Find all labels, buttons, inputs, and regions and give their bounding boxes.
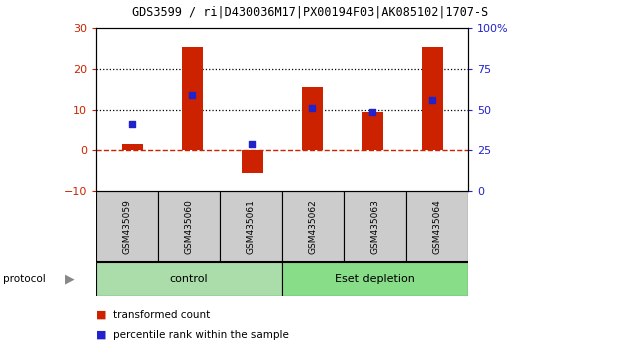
Text: GSM435059: GSM435059 bbox=[123, 199, 131, 254]
Bar bbox=[158, 191, 220, 262]
Bar bbox=[282, 262, 468, 296]
Text: GSM435060: GSM435060 bbox=[185, 199, 193, 254]
Bar bbox=[96, 262, 282, 296]
Bar bbox=[422, 47, 443, 150]
Point bbox=[307, 105, 317, 110]
Bar bbox=[96, 191, 158, 262]
Text: GSM435061: GSM435061 bbox=[247, 199, 255, 254]
Text: GSM435064: GSM435064 bbox=[433, 199, 441, 254]
Text: protocol: protocol bbox=[3, 274, 46, 284]
Bar bbox=[301, 87, 322, 150]
Bar bbox=[344, 191, 406, 262]
Bar bbox=[361, 112, 383, 150]
Text: GSM435063: GSM435063 bbox=[371, 199, 379, 254]
Text: ■: ■ bbox=[96, 310, 107, 320]
Point bbox=[247, 142, 257, 147]
Bar bbox=[282, 191, 344, 262]
Text: transformed count: transformed count bbox=[113, 310, 211, 320]
Text: Eset depletion: Eset depletion bbox=[335, 274, 415, 284]
Text: GSM435062: GSM435062 bbox=[309, 199, 317, 254]
Bar bbox=[242, 150, 263, 173]
Text: control: control bbox=[170, 274, 208, 284]
Text: ■: ■ bbox=[96, 330, 107, 339]
Point bbox=[127, 121, 137, 127]
Point bbox=[427, 97, 437, 102]
Bar bbox=[406, 191, 468, 262]
Point bbox=[367, 109, 377, 115]
Text: GDS3599 / ri|D430036M17|PX00194F03|AK085102|1707-S: GDS3599 / ri|D430036M17|PX00194F03|AK085… bbox=[132, 5, 488, 18]
Text: ▶: ▶ bbox=[65, 272, 75, 285]
Text: percentile rank within the sample: percentile rank within the sample bbox=[113, 330, 290, 339]
Bar bbox=[220, 191, 282, 262]
Point bbox=[187, 93, 197, 98]
Bar bbox=[182, 47, 203, 150]
Bar bbox=[122, 144, 143, 150]
